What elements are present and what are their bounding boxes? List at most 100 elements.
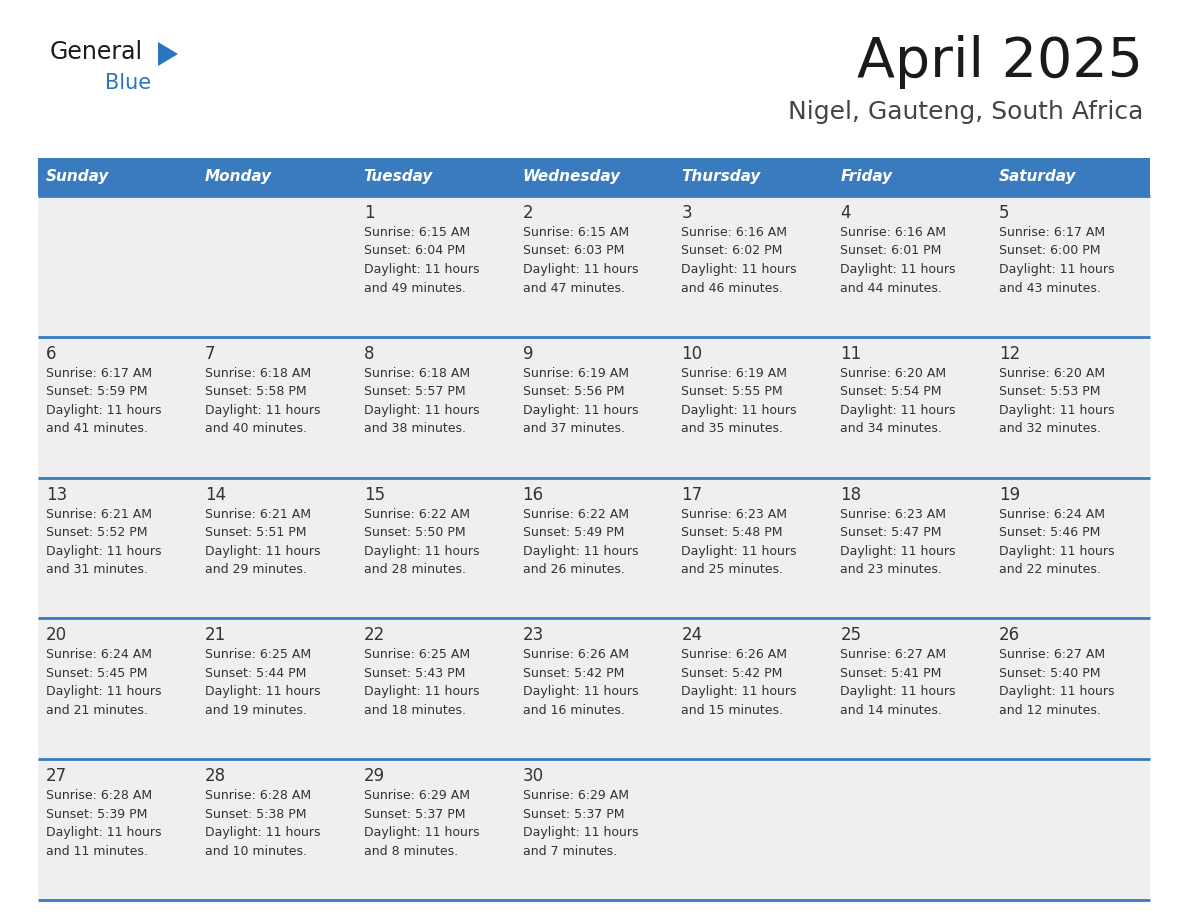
- Text: Sunrise: 6:26 AM
Sunset: 5:42 PM
Daylight: 11 hours
and 15 minutes.: Sunrise: 6:26 AM Sunset: 5:42 PM Dayligh…: [682, 648, 797, 717]
- Text: Tuesday: Tuesday: [364, 170, 434, 185]
- Bar: [674, 619, 833, 759]
- Text: 16: 16: [523, 486, 544, 504]
- Bar: [355, 759, 514, 900]
- Text: Saturday: Saturday: [999, 170, 1076, 185]
- Text: Sunrise: 6:28 AM
Sunset: 5:39 PM
Daylight: 11 hours
and 11 minutes.: Sunrise: 6:28 AM Sunset: 5:39 PM Dayligh…: [46, 789, 162, 857]
- Text: Wednesday: Wednesday: [523, 170, 620, 185]
- Polygon shape: [158, 42, 178, 66]
- Text: Monday: Monday: [204, 170, 272, 185]
- Bar: [991, 337, 1150, 477]
- Text: 10: 10: [682, 345, 702, 363]
- Bar: [38, 477, 197, 619]
- Bar: [38, 759, 197, 900]
- Text: Sunrise: 6:19 AM
Sunset: 5:55 PM
Daylight: 11 hours
and 35 minutes.: Sunrise: 6:19 AM Sunset: 5:55 PM Dayligh…: [682, 367, 797, 435]
- Text: Thursday: Thursday: [682, 170, 760, 185]
- Text: Sunrise: 6:17 AM
Sunset: 6:00 PM
Daylight: 11 hours
and 43 minutes.: Sunrise: 6:17 AM Sunset: 6:00 PM Dayligh…: [999, 226, 1114, 295]
- Text: Sunrise: 6:16 AM
Sunset: 6:02 PM
Daylight: 11 hours
and 46 minutes.: Sunrise: 6:16 AM Sunset: 6:02 PM Dayligh…: [682, 226, 797, 295]
- Bar: [991, 196, 1150, 337]
- Text: 30: 30: [523, 767, 544, 785]
- Bar: [833, 477, 991, 619]
- Text: 13: 13: [46, 486, 68, 504]
- Text: Sunrise: 6:15 AM
Sunset: 6:03 PM
Daylight: 11 hours
and 47 minutes.: Sunrise: 6:15 AM Sunset: 6:03 PM Dayligh…: [523, 226, 638, 295]
- Bar: [833, 337, 991, 477]
- Text: 29: 29: [364, 767, 385, 785]
- Bar: [674, 337, 833, 477]
- Text: 22: 22: [364, 626, 385, 644]
- Bar: [833, 196, 991, 337]
- Text: 4: 4: [840, 204, 851, 222]
- Text: Sunrise: 6:25 AM
Sunset: 5:43 PM
Daylight: 11 hours
and 18 minutes.: Sunrise: 6:25 AM Sunset: 5:43 PM Dayligh…: [364, 648, 479, 717]
- Bar: [833, 759, 991, 900]
- Text: Sunrise: 6:20 AM
Sunset: 5:54 PM
Daylight: 11 hours
and 34 minutes.: Sunrise: 6:20 AM Sunset: 5:54 PM Dayligh…: [840, 367, 956, 435]
- Text: Sunrise: 6:23 AM
Sunset: 5:48 PM
Daylight: 11 hours
and 25 minutes.: Sunrise: 6:23 AM Sunset: 5:48 PM Dayligh…: [682, 508, 797, 577]
- Text: Sunrise: 6:29 AM
Sunset: 5:37 PM
Daylight: 11 hours
and 8 minutes.: Sunrise: 6:29 AM Sunset: 5:37 PM Dayligh…: [364, 789, 479, 857]
- Bar: [674, 477, 833, 619]
- Bar: [514, 477, 674, 619]
- Text: Sunrise: 6:19 AM
Sunset: 5:56 PM
Daylight: 11 hours
and 37 minutes.: Sunrise: 6:19 AM Sunset: 5:56 PM Dayligh…: [523, 367, 638, 435]
- Text: Sunrise: 6:18 AM
Sunset: 5:57 PM
Daylight: 11 hours
and 38 minutes.: Sunrise: 6:18 AM Sunset: 5:57 PM Dayligh…: [364, 367, 479, 435]
- Text: Sunrise: 6:22 AM
Sunset: 5:49 PM
Daylight: 11 hours
and 26 minutes.: Sunrise: 6:22 AM Sunset: 5:49 PM Dayligh…: [523, 508, 638, 577]
- Text: 7: 7: [204, 345, 215, 363]
- Bar: [197, 196, 355, 337]
- Bar: [514, 337, 674, 477]
- Text: Sunrise: 6:21 AM
Sunset: 5:51 PM
Daylight: 11 hours
and 29 minutes.: Sunrise: 6:21 AM Sunset: 5:51 PM Dayligh…: [204, 508, 321, 577]
- Text: Sunrise: 6:27 AM
Sunset: 5:40 PM
Daylight: 11 hours
and 12 minutes.: Sunrise: 6:27 AM Sunset: 5:40 PM Dayligh…: [999, 648, 1114, 717]
- Text: 11: 11: [840, 345, 861, 363]
- Text: Sunrise: 6:16 AM
Sunset: 6:01 PM
Daylight: 11 hours
and 44 minutes.: Sunrise: 6:16 AM Sunset: 6:01 PM Dayligh…: [840, 226, 956, 295]
- Bar: [514, 196, 674, 337]
- Text: Sunrise: 6:17 AM
Sunset: 5:59 PM
Daylight: 11 hours
and 41 minutes.: Sunrise: 6:17 AM Sunset: 5:59 PM Dayligh…: [46, 367, 162, 435]
- Text: April 2025: April 2025: [857, 35, 1143, 89]
- Text: 17: 17: [682, 486, 702, 504]
- Bar: [514, 158, 674, 196]
- Text: 26: 26: [999, 626, 1020, 644]
- Bar: [197, 759, 355, 900]
- Text: Sunrise: 6:18 AM
Sunset: 5:58 PM
Daylight: 11 hours
and 40 minutes.: Sunrise: 6:18 AM Sunset: 5:58 PM Dayligh…: [204, 367, 321, 435]
- Bar: [355, 477, 514, 619]
- Text: Sunrise: 6:25 AM
Sunset: 5:44 PM
Daylight: 11 hours
and 19 minutes.: Sunrise: 6:25 AM Sunset: 5:44 PM Dayligh…: [204, 648, 321, 717]
- Text: Nigel, Gauteng, South Africa: Nigel, Gauteng, South Africa: [788, 100, 1143, 124]
- Text: 1: 1: [364, 204, 374, 222]
- Text: 28: 28: [204, 767, 226, 785]
- Text: Friday: Friday: [840, 170, 892, 185]
- Text: Sunrise: 6:20 AM
Sunset: 5:53 PM
Daylight: 11 hours
and 32 minutes.: Sunrise: 6:20 AM Sunset: 5:53 PM Dayligh…: [999, 367, 1114, 435]
- Bar: [991, 477, 1150, 619]
- Text: Sunrise: 6:23 AM
Sunset: 5:47 PM
Daylight: 11 hours
and 23 minutes.: Sunrise: 6:23 AM Sunset: 5:47 PM Dayligh…: [840, 508, 956, 577]
- Text: 6: 6: [46, 345, 57, 363]
- Bar: [514, 759, 674, 900]
- Text: 25: 25: [840, 626, 861, 644]
- Text: 23: 23: [523, 626, 544, 644]
- Bar: [197, 619, 355, 759]
- Bar: [355, 196, 514, 337]
- Text: Sunrise: 6:21 AM
Sunset: 5:52 PM
Daylight: 11 hours
and 31 minutes.: Sunrise: 6:21 AM Sunset: 5:52 PM Dayligh…: [46, 508, 162, 577]
- Text: Sunrise: 6:22 AM
Sunset: 5:50 PM
Daylight: 11 hours
and 28 minutes.: Sunrise: 6:22 AM Sunset: 5:50 PM Dayligh…: [364, 508, 479, 577]
- Text: 9: 9: [523, 345, 533, 363]
- Bar: [991, 158, 1150, 196]
- Text: 8: 8: [364, 345, 374, 363]
- Bar: [197, 477, 355, 619]
- Bar: [197, 158, 355, 196]
- Text: 21: 21: [204, 626, 226, 644]
- Text: Blue: Blue: [105, 73, 151, 93]
- Text: 20: 20: [46, 626, 68, 644]
- Bar: [514, 619, 674, 759]
- Bar: [674, 158, 833, 196]
- Text: 24: 24: [682, 626, 702, 644]
- Text: Sunrise: 6:24 AM
Sunset: 5:45 PM
Daylight: 11 hours
and 21 minutes.: Sunrise: 6:24 AM Sunset: 5:45 PM Dayligh…: [46, 648, 162, 717]
- Bar: [991, 759, 1150, 900]
- Text: Sunrise: 6:26 AM
Sunset: 5:42 PM
Daylight: 11 hours
and 16 minutes.: Sunrise: 6:26 AM Sunset: 5:42 PM Dayligh…: [523, 648, 638, 717]
- Bar: [674, 759, 833, 900]
- Text: 19: 19: [999, 486, 1020, 504]
- Text: 18: 18: [840, 486, 861, 504]
- Bar: [355, 158, 514, 196]
- Text: Sunday: Sunday: [46, 170, 109, 185]
- Bar: [38, 619, 197, 759]
- Bar: [833, 158, 991, 196]
- Bar: [991, 619, 1150, 759]
- Bar: [355, 337, 514, 477]
- Bar: [197, 337, 355, 477]
- Text: Sunrise: 6:27 AM
Sunset: 5:41 PM
Daylight: 11 hours
and 14 minutes.: Sunrise: 6:27 AM Sunset: 5:41 PM Dayligh…: [840, 648, 956, 717]
- Text: 27: 27: [46, 767, 68, 785]
- Bar: [38, 158, 197, 196]
- Bar: [833, 619, 991, 759]
- Bar: [38, 337, 197, 477]
